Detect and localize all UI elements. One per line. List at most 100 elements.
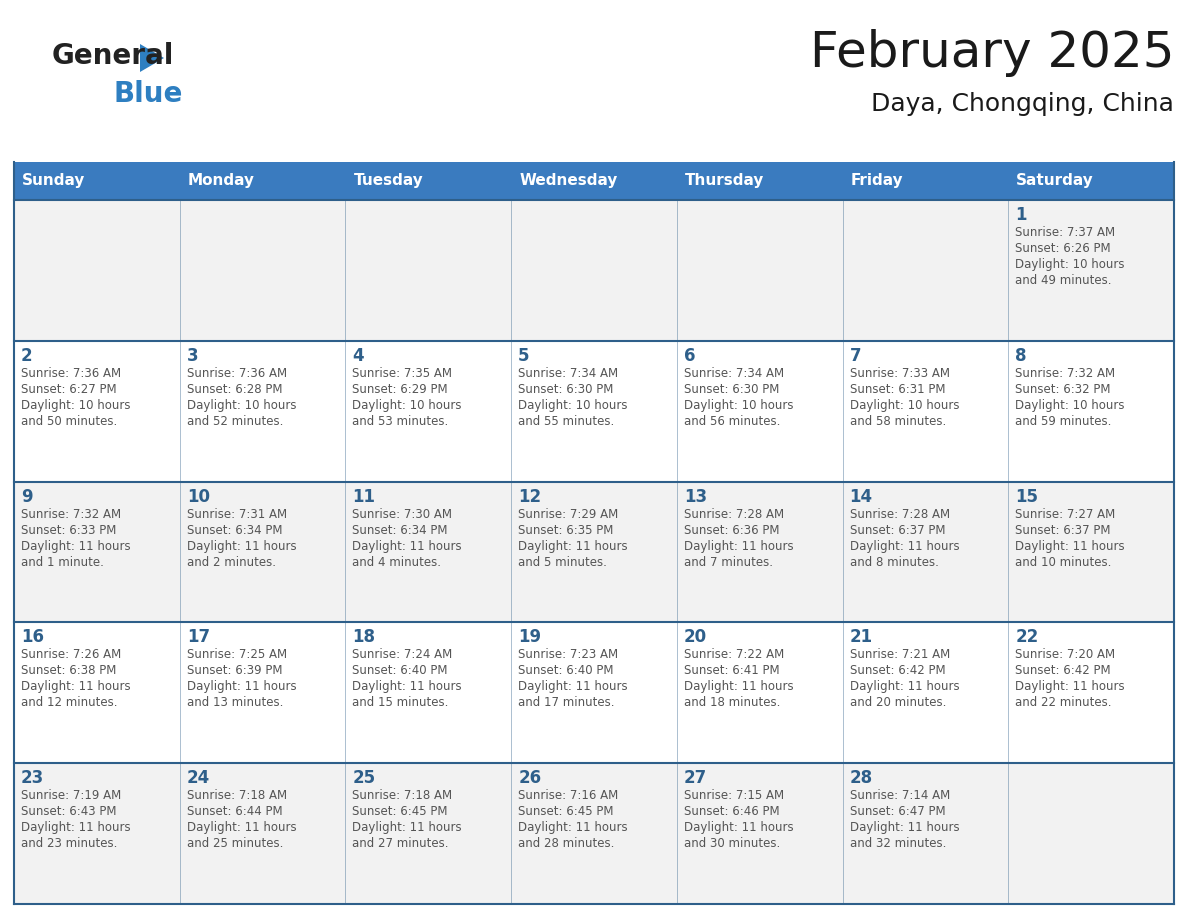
Text: Sunset: 6:29 PM: Sunset: 6:29 PM xyxy=(353,383,448,396)
Text: and 15 minutes.: and 15 minutes. xyxy=(353,697,449,710)
Bar xyxy=(842,622,1009,763)
Bar xyxy=(511,341,677,482)
Text: Sunrise: 7:30 AM: Sunrise: 7:30 AM xyxy=(353,508,453,521)
Text: Daylight: 11 hours: Daylight: 11 hours xyxy=(187,680,296,693)
Bar xyxy=(346,763,511,904)
Text: 15: 15 xyxy=(1016,487,1038,506)
Text: Daylight: 10 hours: Daylight: 10 hours xyxy=(518,398,627,412)
Text: Sunset: 6:38 PM: Sunset: 6:38 PM xyxy=(21,665,116,677)
Text: Daylight: 11 hours: Daylight: 11 hours xyxy=(849,540,959,553)
Text: and 52 minutes.: and 52 minutes. xyxy=(187,415,283,428)
Text: and 23 minutes.: and 23 minutes. xyxy=(21,837,118,850)
Bar xyxy=(14,341,179,482)
Text: 27: 27 xyxy=(684,769,707,788)
Text: and 55 minutes.: and 55 minutes. xyxy=(518,415,614,428)
Text: 9: 9 xyxy=(21,487,32,506)
Text: 2: 2 xyxy=(21,347,32,364)
Text: Sunrise: 7:26 AM: Sunrise: 7:26 AM xyxy=(21,648,121,661)
Text: Blue: Blue xyxy=(114,80,183,108)
Text: Sunrise: 7:20 AM: Sunrise: 7:20 AM xyxy=(1016,648,1116,661)
Text: and 58 minutes.: and 58 minutes. xyxy=(849,415,946,428)
Bar xyxy=(677,482,842,622)
Text: Daylight: 10 hours: Daylight: 10 hours xyxy=(353,398,462,412)
Bar xyxy=(842,482,1009,622)
Bar xyxy=(346,622,511,763)
Text: General: General xyxy=(52,42,175,70)
Text: 21: 21 xyxy=(849,629,873,646)
Bar xyxy=(14,622,179,763)
Bar xyxy=(14,162,1174,200)
Bar xyxy=(1009,200,1174,341)
Text: Sunset: 6:30 PM: Sunset: 6:30 PM xyxy=(684,383,779,396)
Text: Sunrise: 7:32 AM: Sunrise: 7:32 AM xyxy=(21,508,121,521)
Text: 12: 12 xyxy=(518,487,542,506)
Bar xyxy=(1009,341,1174,482)
Text: Sunset: 6:45 PM: Sunset: 6:45 PM xyxy=(518,805,614,818)
Text: Sunset: 6:33 PM: Sunset: 6:33 PM xyxy=(21,523,116,537)
Text: Sunset: 6:45 PM: Sunset: 6:45 PM xyxy=(353,805,448,818)
Text: 7: 7 xyxy=(849,347,861,364)
Text: Sunset: 6:39 PM: Sunset: 6:39 PM xyxy=(187,665,283,677)
Text: Sunset: 6:32 PM: Sunset: 6:32 PM xyxy=(1016,383,1111,396)
Text: Sunrise: 7:37 AM: Sunrise: 7:37 AM xyxy=(1016,226,1116,239)
Text: Sunset: 6:31 PM: Sunset: 6:31 PM xyxy=(849,383,946,396)
Text: 20: 20 xyxy=(684,629,707,646)
Text: 17: 17 xyxy=(187,629,210,646)
Bar xyxy=(677,622,842,763)
Text: Sunset: 6:35 PM: Sunset: 6:35 PM xyxy=(518,523,613,537)
Text: Sunset: 6:40 PM: Sunset: 6:40 PM xyxy=(518,665,614,677)
Text: Sunrise: 7:31 AM: Sunrise: 7:31 AM xyxy=(187,508,286,521)
Text: and 1 minute.: and 1 minute. xyxy=(21,555,103,568)
Text: Daylight: 11 hours: Daylight: 11 hours xyxy=(187,540,296,553)
Text: Sunset: 6:28 PM: Sunset: 6:28 PM xyxy=(187,383,283,396)
Text: 8: 8 xyxy=(1016,347,1026,364)
Text: Daylight: 11 hours: Daylight: 11 hours xyxy=(21,540,131,553)
Text: Sunday: Sunday xyxy=(23,174,86,188)
Text: Sunset: 6:40 PM: Sunset: 6:40 PM xyxy=(353,665,448,677)
Text: Sunset: 6:42 PM: Sunset: 6:42 PM xyxy=(849,665,946,677)
Text: Daylight: 11 hours: Daylight: 11 hours xyxy=(849,680,959,693)
Text: and 22 minutes.: and 22 minutes. xyxy=(1016,697,1112,710)
Bar xyxy=(1009,763,1174,904)
Text: Daylight: 11 hours: Daylight: 11 hours xyxy=(187,822,296,834)
Text: Sunrise: 7:15 AM: Sunrise: 7:15 AM xyxy=(684,789,784,802)
Bar xyxy=(1009,482,1174,622)
Text: 22: 22 xyxy=(1016,629,1038,646)
Text: 24: 24 xyxy=(187,769,210,788)
Text: Daylight: 10 hours: Daylight: 10 hours xyxy=(684,398,794,412)
Text: Sunrise: 7:32 AM: Sunrise: 7:32 AM xyxy=(1016,367,1116,380)
Text: and 28 minutes.: and 28 minutes. xyxy=(518,837,614,850)
Text: Daylight: 11 hours: Daylight: 11 hours xyxy=(518,680,627,693)
Text: Monday: Monday xyxy=(188,174,254,188)
Text: 1: 1 xyxy=(1016,206,1026,224)
Text: Sunset: 6:44 PM: Sunset: 6:44 PM xyxy=(187,805,283,818)
Text: and 8 minutes.: and 8 minutes. xyxy=(849,555,939,568)
Bar xyxy=(677,341,842,482)
Text: Sunset: 6:36 PM: Sunset: 6:36 PM xyxy=(684,523,779,537)
Bar xyxy=(179,482,346,622)
Text: Sunrise: 7:14 AM: Sunrise: 7:14 AM xyxy=(849,789,950,802)
Text: Daylight: 11 hours: Daylight: 11 hours xyxy=(353,680,462,693)
Bar xyxy=(511,482,677,622)
Text: 19: 19 xyxy=(518,629,542,646)
Text: 11: 11 xyxy=(353,487,375,506)
Text: Sunset: 6:26 PM: Sunset: 6:26 PM xyxy=(1016,242,1111,255)
Bar xyxy=(1009,622,1174,763)
Text: and 17 minutes.: and 17 minutes. xyxy=(518,697,614,710)
Text: Daylight: 11 hours: Daylight: 11 hours xyxy=(21,822,131,834)
Text: Sunset: 6:37 PM: Sunset: 6:37 PM xyxy=(1016,523,1111,537)
Text: and 10 minutes.: and 10 minutes. xyxy=(1016,555,1112,568)
Text: Daylight: 10 hours: Daylight: 10 hours xyxy=(1016,398,1125,412)
Text: Sunset: 6:30 PM: Sunset: 6:30 PM xyxy=(518,383,613,396)
Text: and 2 minutes.: and 2 minutes. xyxy=(187,555,276,568)
Text: Sunrise: 7:34 AM: Sunrise: 7:34 AM xyxy=(684,367,784,380)
Text: Daylight: 10 hours: Daylight: 10 hours xyxy=(1016,258,1125,271)
Text: Sunset: 6:47 PM: Sunset: 6:47 PM xyxy=(849,805,946,818)
Text: Sunrise: 7:25 AM: Sunrise: 7:25 AM xyxy=(187,648,286,661)
Bar xyxy=(511,622,677,763)
Text: and 32 minutes.: and 32 minutes. xyxy=(849,837,946,850)
Text: Sunrise: 7:36 AM: Sunrise: 7:36 AM xyxy=(21,367,121,380)
Text: Sunset: 6:41 PM: Sunset: 6:41 PM xyxy=(684,665,779,677)
Text: and 59 minutes.: and 59 minutes. xyxy=(1016,415,1112,428)
Text: and 49 minutes.: and 49 minutes. xyxy=(1016,274,1112,287)
